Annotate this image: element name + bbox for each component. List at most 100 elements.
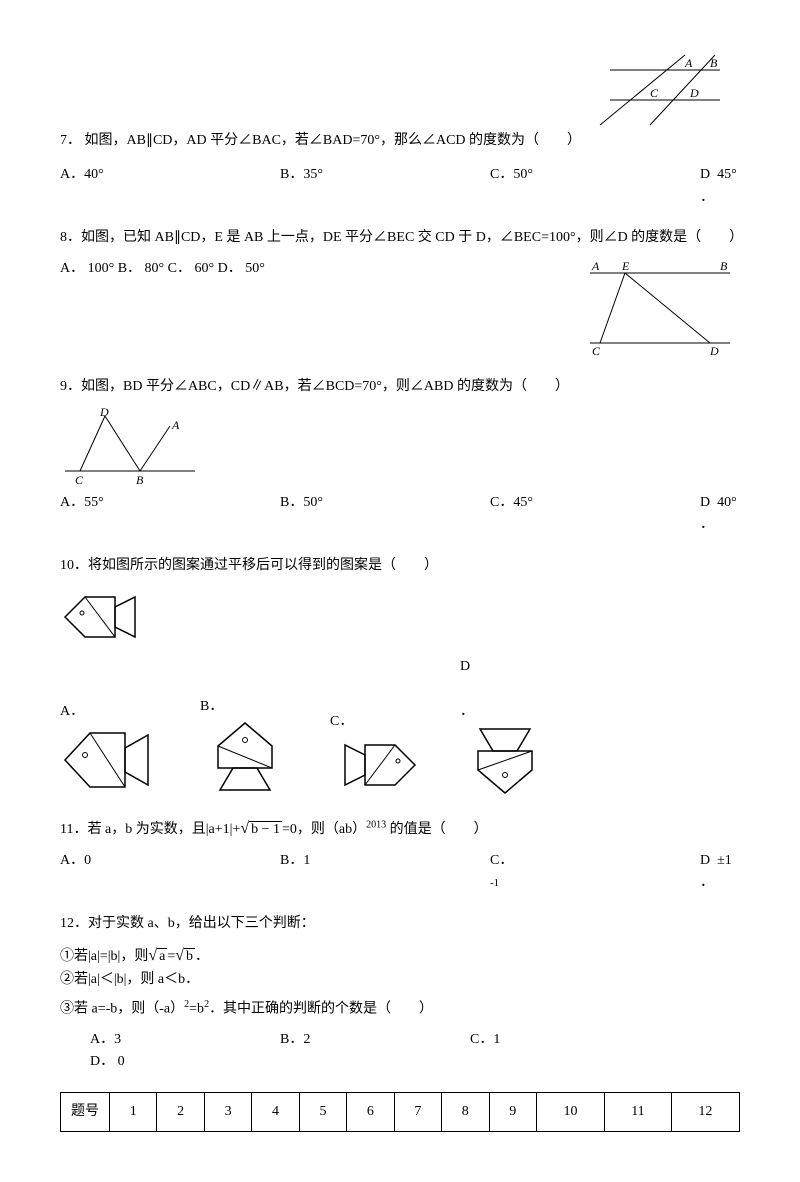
q9-d-value: 40° [717, 495, 737, 510]
q7-d-label: D [700, 167, 710, 182]
q12-line2: ②若|a|＜|b|，则 a＜b． [60, 969, 740, 991]
grid-col-12: 12 [671, 1092, 739, 1131]
grid-col-8: 8 [442, 1092, 489, 1131]
label-B: B [720, 259, 728, 273]
label-A: A [171, 418, 180, 432]
grid-col-5: 5 [299, 1092, 346, 1131]
q10-choice-c: C． [330, 711, 420, 798]
label-C: C [75, 473, 84, 486]
label-C: C [650, 86, 659, 100]
q12-choice-b: B．2 [280, 1029, 410, 1051]
q10-label-c: C． [330, 711, 353, 733]
q11-text-b: =0，则（ab） [282, 822, 366, 837]
question-8: 8．如图，已知 AB∥CD，E 是 AB 上一点，DE 平分∠BEC 交 CD … [60, 227, 740, 357]
q12-choices: A．3 B．2 C．1 D． 0 [90, 1029, 740, 1074]
grid-col-2: 2 [157, 1092, 204, 1131]
q11-exp: 2013 [366, 820, 386, 831]
q12-l1a: ①若|a|=|b|，则 [60, 949, 148, 964]
fish-down-icon [460, 723, 550, 798]
grid-col-6: 6 [347, 1092, 394, 1131]
q9-d-label: D [700, 495, 710, 510]
grid-header-row: 题号 1 2 3 4 5 6 7 8 9 10 11 12 [61, 1092, 740, 1131]
grid-col-4: 4 [252, 1092, 299, 1131]
q8-text: 8．如图，已知 AB∥CD，E 是 AB 上一点，DE 平分∠BEC 交 CD … [60, 227, 740, 249]
q8-choice-line: A． 100° B． 80° C． 60° D． 50° [60, 258, 265, 280]
q11-root: b − 1 [249, 821, 282, 837]
label-E: E [621, 259, 630, 273]
q7-choice-c: C．50° [490, 164, 640, 209]
q11-d-label: D [700, 853, 710, 868]
q11-c-label: C． [490, 853, 513, 868]
question-12: 12．对于实数 a、b，给出以下三个判断： ①若|a|=|b|，则√a=√b． … [60, 913, 740, 1074]
q12-rb: b [184, 948, 195, 964]
grid-col-1: 1 [110, 1092, 157, 1131]
label-D: D [99, 406, 109, 419]
q12-line3: ③若 a=-b，则（-a）2=b2．其中正确的判断的个数是（ ） [60, 997, 740, 1021]
q11-choice-b: B．1 [280, 850, 430, 895]
q12-l3end: ．其中正确的判断的个数是（ ） [209, 1002, 433, 1017]
q11-choice-d: D ±1 ． [700, 850, 732, 895]
grid-col-11: 11 [605, 1092, 672, 1131]
q9-figure: D A C B [60, 406, 740, 486]
q7-choice-b: B．35° [280, 164, 430, 209]
q12-choice-d: D． 0 [90, 1051, 125, 1073]
question-9: 9．如图，BD 平分∠ABC，CD∥AB，若∠BCD=70°，则∠ABD 的度数… [60, 376, 740, 537]
q9-d-dot: ． [700, 517, 714, 532]
question-10: 10．将如图所示的图案通过平移后可以得到的图案是（ ） A． B． [60, 555, 740, 799]
q10-label-a: A． [60, 701, 84, 723]
q10-d-dot: ． [460, 701, 474, 723]
q11-choice-c: C． -1 [490, 850, 640, 895]
q11-d-value: ±1 [717, 853, 732, 868]
q11-text-c: 的值是（ ） [386, 822, 488, 837]
q8-figure: A E B C D [580, 258, 740, 358]
q8-choices: A． 100° B． 80° C． 60° D． 50° [60, 258, 570, 280]
label-C: C [592, 344, 601, 358]
q7-choices: A．40° B．35° C．50° D 45° ． [60, 164, 740, 209]
q9-choices: A．55° B．50° C．45° D 40° ． [60, 492, 740, 537]
q12-line1: ①若|a|=|b|，则√a=√b． [60, 943, 740, 969]
label-A: A [684, 56, 693, 70]
q11-d-dot: ． [700, 875, 714, 890]
fish-up-icon [200, 718, 290, 798]
q9-choice-d: D 40° ． [700, 492, 737, 537]
q12-l1end: ． [195, 949, 209, 964]
label-D: D [709, 344, 719, 358]
q10-text: 10．将如图所示的图案通过平移后可以得到的图案是（ ） [60, 555, 740, 577]
fish-right-icon [330, 733, 420, 798]
q9-choice-a: A．55° [60, 492, 220, 537]
q9-text: 9．如图，BD 平分∠ABC，CD∥AB，若∠BCD=70°，则∠ABD 的度数… [60, 376, 740, 398]
q11-text: 11．若 a，b 为实数，且|a+1|+√b − 1=0，则（ab）2013 的… [60, 816, 740, 842]
q12-choice-c: C．1 [470, 1029, 600, 1051]
grid-col-10: 10 [536, 1092, 604, 1131]
q10-d-label: D [460, 656, 470, 678]
q12-choice-a: A．3 [90, 1029, 220, 1051]
q12-ra: a [157, 948, 167, 964]
fish-left-icon [60, 585, 150, 650]
q10-choice-a: A． [60, 701, 160, 798]
q10-choice-d: D ． [460, 656, 550, 798]
q7-choice-d: D 45° ． [700, 164, 737, 209]
fish-left-large-icon [60, 723, 160, 798]
label-A: A [591, 259, 600, 273]
q12-l3b: =b [189, 1002, 204, 1017]
q7-figure: A B C D [590, 50, 740, 130]
answer-grid: 题号 1 2 3 4 5 6 7 8 9 10 11 12 [60, 1092, 740, 1132]
q7-d-dot: ． [700, 190, 714, 205]
grid-col-9: 9 [489, 1092, 536, 1131]
q11-c-value: -1 [490, 877, 499, 889]
q9-choice-c: C．45° [490, 492, 640, 537]
label-D: D [689, 86, 699, 100]
grid-header-label: 题号 [61, 1092, 110, 1131]
grid-col-3: 3 [204, 1092, 251, 1131]
q11-choices: A．0 B．1 C． -1 D ±1 ． [60, 850, 740, 895]
q12-text: 12．对于实数 a、b，给出以下三个判断： [60, 913, 740, 935]
label-B: B [136, 473, 144, 486]
question-7: A B C D 7． 如图，AB∥CD，AD 平分∠BAC，若∠BAD=70°，… [60, 50, 740, 209]
label-B: B [710, 56, 718, 70]
question-11: 11．若 a，b 为实数，且|a+1|+√b − 1=0，则（ab）2013 的… [60, 816, 740, 894]
q10-original-figure [60, 585, 740, 650]
q7-choice-a: A．40° [60, 164, 220, 209]
q12-l3a: ③若 a=-b，则（-a） [60, 1002, 184, 1017]
q11-choice-a: A．0 [60, 850, 220, 895]
q7-d-value: 45° [717, 167, 737, 182]
